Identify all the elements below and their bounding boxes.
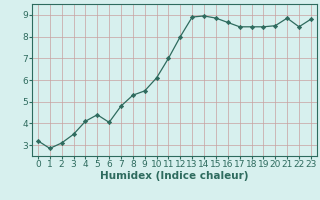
X-axis label: Humidex (Indice chaleur): Humidex (Indice chaleur) [100, 171, 249, 181]
